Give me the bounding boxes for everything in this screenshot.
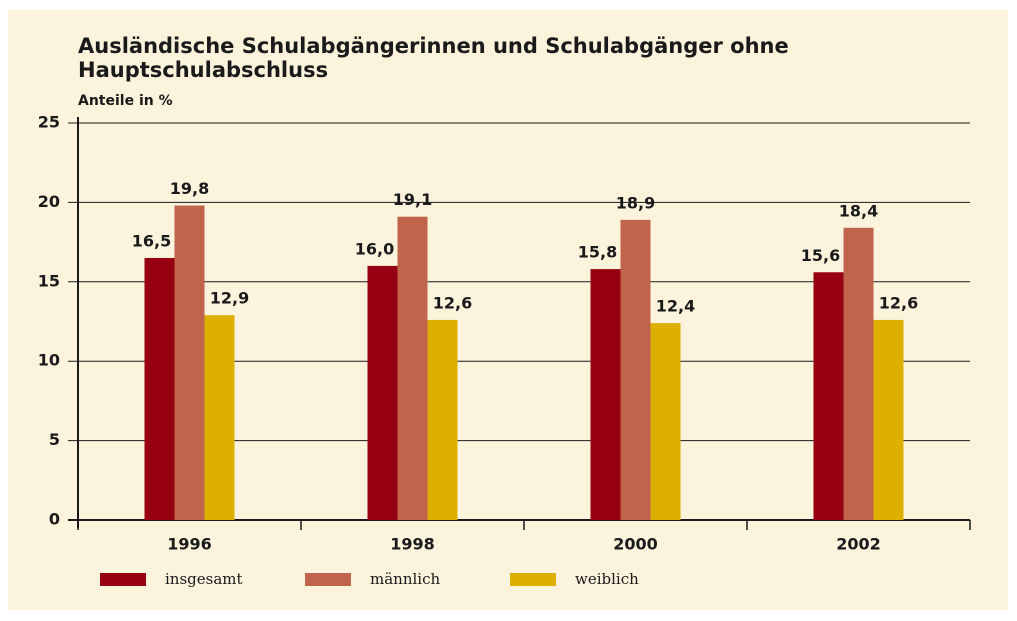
bar bbox=[813, 272, 844, 520]
bar bbox=[590, 269, 621, 520]
value-label: 12,9 bbox=[210, 289, 249, 308]
x-tick-label: 1996 bbox=[167, 535, 212, 554]
value-label: 16,0 bbox=[355, 239, 394, 258]
value-label: 15,6 bbox=[801, 246, 840, 265]
bar bbox=[873, 319, 904, 520]
bar bbox=[204, 315, 235, 520]
bar bbox=[174, 205, 205, 521]
legend-label: männlich bbox=[370, 570, 440, 588]
bar bbox=[144, 257, 175, 520]
x-tick-label: 2002 bbox=[836, 535, 881, 554]
legend-swatch bbox=[100, 573, 146, 586]
bar bbox=[843, 227, 874, 521]
y-tick-label: 10 bbox=[38, 351, 60, 370]
value-label: 19,8 bbox=[170, 179, 209, 198]
value-label: 12,6 bbox=[433, 293, 472, 312]
y-tick-label: 25 bbox=[38, 113, 60, 132]
value-label: 18,9 bbox=[616, 193, 655, 212]
y-tick-label: 5 bbox=[49, 430, 60, 449]
chart-title: Ausländische Schulabgängerinnen und Schu… bbox=[78, 34, 789, 82]
bar bbox=[620, 219, 651, 521]
bar bbox=[427, 319, 458, 520]
y-tick-label: 15 bbox=[38, 271, 60, 290]
value-label: 12,6 bbox=[879, 293, 918, 312]
y-tick-label: 0 bbox=[49, 510, 60, 529]
x-tick-label: 2000 bbox=[613, 535, 658, 554]
y-tick-label: 20 bbox=[38, 192, 60, 211]
value-label: 18,4 bbox=[839, 201, 878, 220]
legend-swatch bbox=[510, 573, 556, 586]
legend-label: weiblich bbox=[575, 570, 639, 588]
value-label: 19,1 bbox=[393, 190, 432, 209]
chart-subtitle: Anteile in % bbox=[78, 93, 173, 109]
legend-label: insgesamt bbox=[165, 570, 243, 588]
value-label: 16,5 bbox=[132, 231, 171, 250]
bar bbox=[367, 265, 398, 520]
value-label: 15,8 bbox=[578, 243, 617, 262]
bar bbox=[397, 216, 428, 520]
x-tick-label: 1998 bbox=[390, 535, 435, 554]
legend-swatch bbox=[305, 573, 351, 586]
bar bbox=[650, 323, 681, 520]
value-label: 12,4 bbox=[656, 297, 695, 316]
